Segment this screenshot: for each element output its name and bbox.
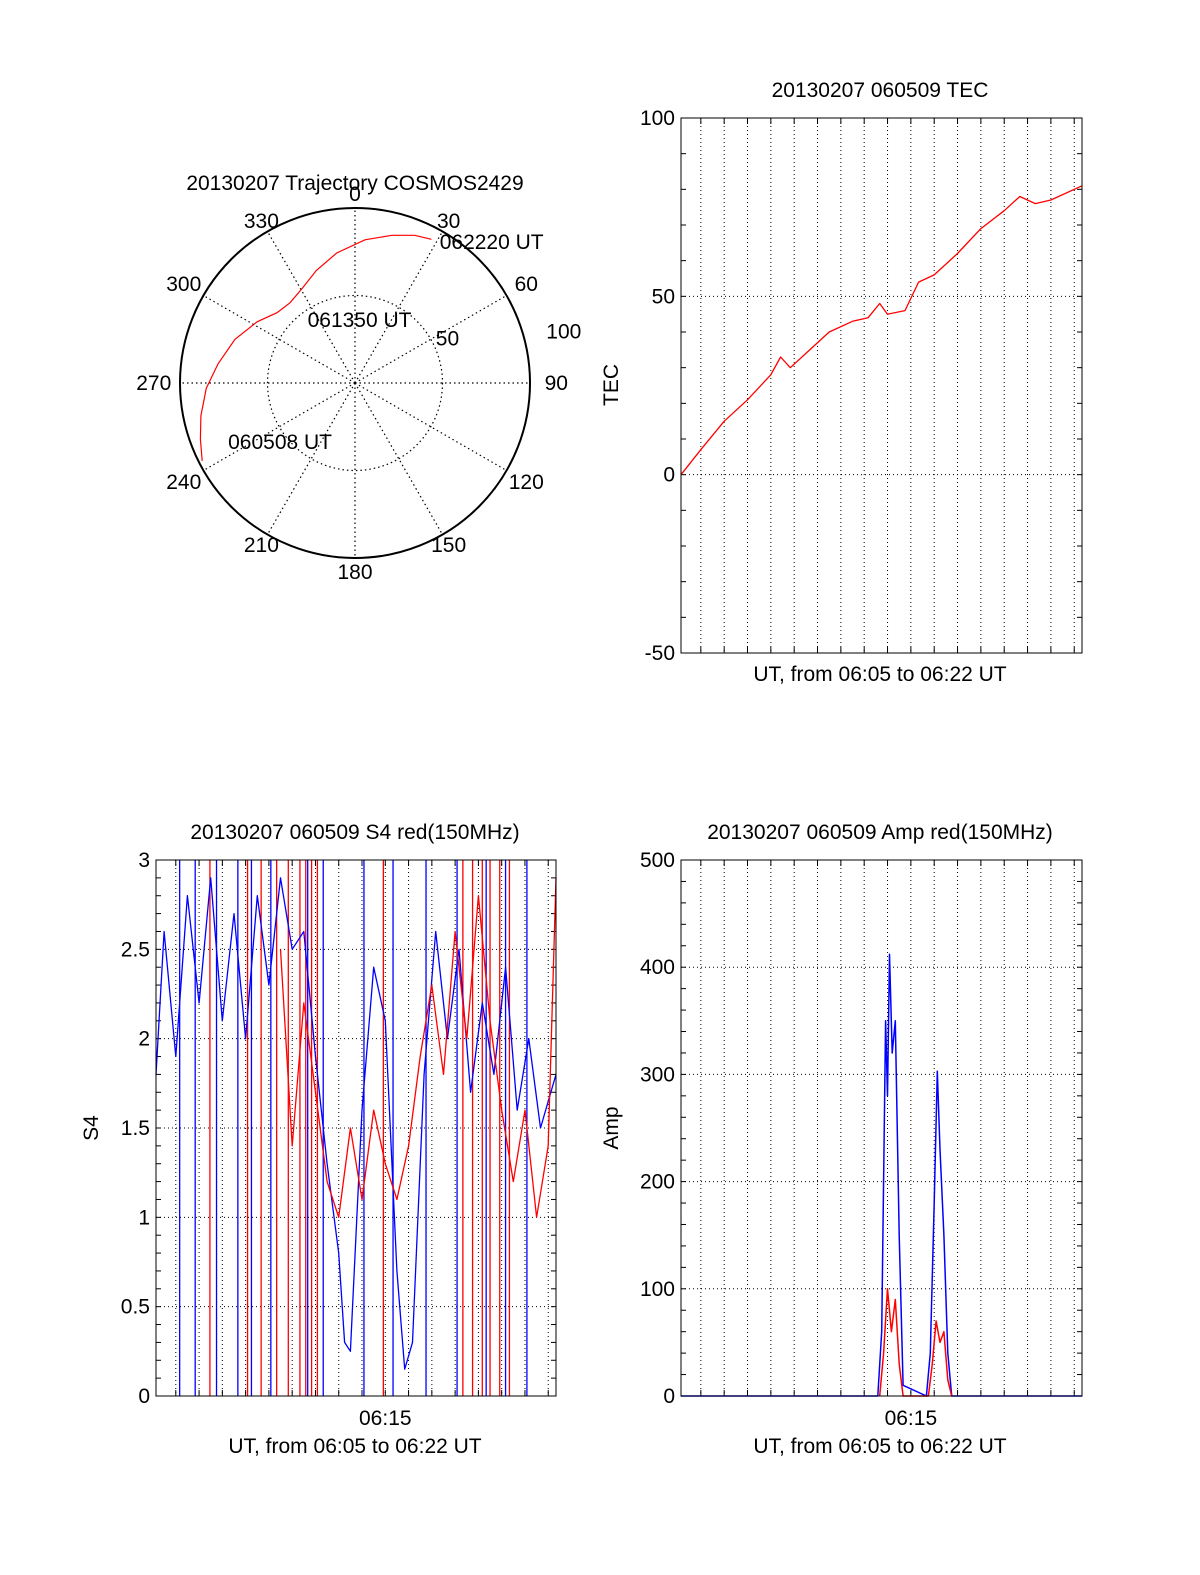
s4-ylabel: S4 bbox=[80, 1115, 103, 1141]
y-tick-label: 500 bbox=[640, 849, 675, 872]
polar-angle-label: 240 bbox=[166, 471, 201, 494]
polar-grid bbox=[180, 208, 530, 558]
y-tick-label: 100 bbox=[640, 1278, 675, 1301]
polar-angle-label: 270 bbox=[136, 372, 171, 395]
y-tick-label: 400 bbox=[640, 956, 675, 979]
polar-grid-spoke bbox=[354, 231, 444, 384]
tec-ylabel: TEC bbox=[600, 364, 623, 406]
radial-label-100: 100 bbox=[546, 321, 581, 344]
amp-title: 20130207 060509 Amp red(150MHz) bbox=[707, 821, 1053, 844]
y-tick-label: 3 bbox=[138, 849, 150, 872]
polar-angle-labels: 0 30 60 90 120 150 180 210 240 270 300 330 bbox=[136, 183, 568, 584]
tec-grid bbox=[681, 117, 1082, 654]
polar-grid-spoke bbox=[266, 382, 356, 535]
y-tick-label: -50 bbox=[645, 642, 675, 665]
s4-series bbox=[155, 860, 557, 1396]
amp-frame bbox=[680, 859, 1083, 1397]
y-tick-label: 2 bbox=[138, 1028, 150, 1051]
s4-x-tick-label: 06:15 bbox=[359, 1407, 412, 1430]
s4-y-ticks: 0 0.5 1 1.5 2 2.5 3 bbox=[121, 849, 150, 1408]
s4-xlabel: UT, from 06:05 to 06:22 UT bbox=[228, 1435, 481, 1458]
y-tick-label: 200 bbox=[640, 1171, 675, 1194]
polar-angle-label: 300 bbox=[166, 273, 201, 296]
y-tick-label: 1 bbox=[138, 1206, 150, 1229]
trajectory-line bbox=[199, 234, 432, 461]
polar-grid-spoke bbox=[203, 382, 356, 472]
series-line-0 bbox=[681, 953, 1082, 1397]
y-tick-label: 0 bbox=[138, 1385, 150, 1408]
tec-frame bbox=[680, 117, 1083, 654]
polar-angle-label: 210 bbox=[244, 534, 279, 557]
s4-title: 20130207 060509 S4 red(150MHz) bbox=[190, 821, 519, 844]
trajectory-label-mid: 061350 UT bbox=[308, 309, 412, 332]
polar-angle-label: 30 bbox=[437, 210, 460, 233]
y-tick-label: 300 bbox=[640, 1063, 675, 1086]
amp-x-tick-label: 06:15 bbox=[885, 1407, 938, 1430]
polar-title: 20130207 Trajectory COSMOS2429 bbox=[186, 172, 523, 195]
amp-panel: 20130207 060509 Amp red(150MHz) 0 100 200 3… bbox=[600, 821, 1083, 1458]
polar-angle-label: 90 bbox=[545, 372, 568, 395]
s4-panel: 20130207 060509 S4 red(150MHz) 0 0.5 1 1.5 2… bbox=[80, 821, 557, 1458]
polar-angle-label: 330 bbox=[244, 210, 279, 233]
trajectory-label-end: 062220 UT bbox=[440, 231, 544, 254]
polar-outer-circle bbox=[179, 207, 531, 559]
series-line-1 bbox=[279, 877, 557, 1218]
series-line-0 bbox=[155, 877, 557, 1370]
y-tick-label: 100 bbox=[640, 107, 675, 130]
radial-label-50: 50 bbox=[436, 328, 459, 351]
tec-y-ticks: -50 0 50 100 bbox=[640, 107, 675, 665]
y-tick-label: 50 bbox=[652, 285, 675, 308]
series-line-0 bbox=[680, 185, 1083, 476]
polar-angle-label: 0 bbox=[349, 183, 361, 206]
tec-series bbox=[680, 185, 1083, 476]
trajectory-label-start: 060508 UT bbox=[228, 431, 332, 454]
y-tick-label: 1.5 bbox=[121, 1117, 150, 1140]
polar-grid-ring bbox=[266, 294, 444, 472]
y-tick-label: 0.5 bbox=[121, 1296, 150, 1319]
tec-xlabel: UT, from 06:05 to 06:22 UT bbox=[753, 663, 1006, 686]
series-line-1 bbox=[878, 1288, 953, 1397]
amp-ylabel: Amp bbox=[600, 1106, 623, 1149]
amp-xlabel: UT, from 06:05 to 06:22 UT bbox=[753, 1435, 1006, 1458]
amp-y-ticks: 0 100 200 300 400 500 bbox=[640, 849, 675, 1408]
amp-series bbox=[681, 953, 1082, 1397]
y-tick-label: 0 bbox=[663, 464, 675, 487]
polar-angle-label: 120 bbox=[509, 471, 544, 494]
tec-title: 20130207 060509 TEC bbox=[772, 79, 989, 102]
polar-angle-label: 150 bbox=[431, 534, 466, 557]
y-tick-label: 0 bbox=[663, 1385, 675, 1408]
polar-angle-label: 60 bbox=[515, 273, 538, 296]
tec-panel: 20130207 060509 TEC -50 0 50 100 UT, from 0… bbox=[600, 79, 1083, 686]
polar-angle-label: 180 bbox=[337, 561, 372, 584]
s4-frame bbox=[155, 859, 557, 1397]
polar-panel: 20130207 Trajectory COSMOS2429 0 30 60 90 12… bbox=[136, 172, 581, 584]
y-tick-label: 2.5 bbox=[121, 938, 150, 961]
